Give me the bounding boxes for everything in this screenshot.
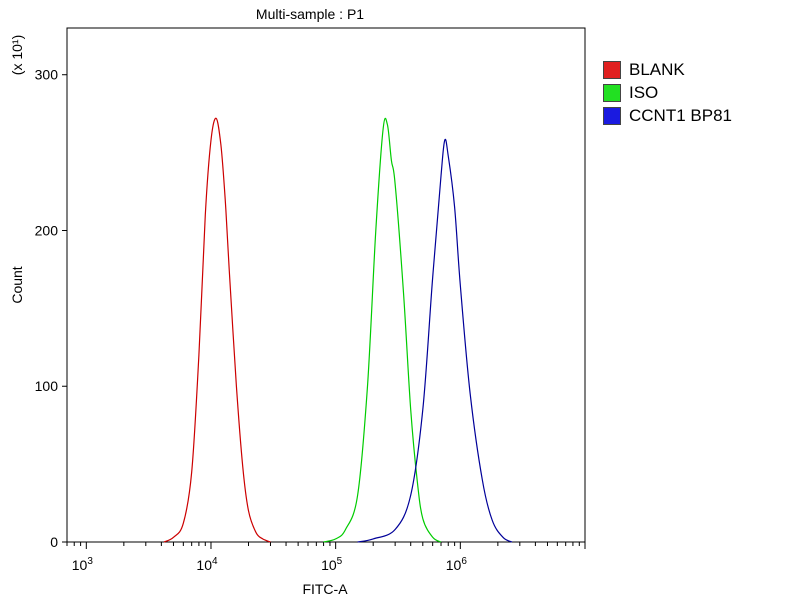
y-tick-label: 300 xyxy=(35,67,59,83)
y-axis-label: Count xyxy=(9,266,25,303)
x-axis: 103 104 105 106 xyxy=(66,542,586,573)
legend-swatch-blank xyxy=(603,60,621,79)
x-tick-label: 104 xyxy=(196,556,218,573)
legend-swatch-iso xyxy=(603,83,621,102)
series-line-blank xyxy=(163,117,271,543)
histogram-series xyxy=(163,117,513,543)
series-line-ccnt1 xyxy=(357,138,513,543)
legend-label-ccnt1: CCNT1 BP81 xyxy=(629,105,732,125)
legend-item-iso: ISO xyxy=(603,81,793,104)
x-tick-label: 103 xyxy=(72,556,94,573)
y-tick-label: 200 xyxy=(35,222,59,238)
y-tick-label: 100 xyxy=(35,378,59,394)
y-tick-label: 0 xyxy=(50,534,58,550)
legend-item-blank: BLANK xyxy=(603,58,793,81)
series-line-iso xyxy=(323,117,442,543)
plot-area-frame xyxy=(66,27,586,543)
legend-swatch-ccnt1 xyxy=(603,106,621,125)
legend: BLANK ISO CCNT1 BP81 xyxy=(603,58,793,127)
y-axis: 0 100 200 300 xyxy=(35,67,67,550)
x-axis-label: FITC-A xyxy=(302,581,348,597)
legend-item-ccnt1: CCNT1 BP81 xyxy=(603,104,793,127)
legend-label-blank: BLANK xyxy=(629,59,685,79)
legend-label-iso: ISO xyxy=(629,82,659,102)
chart-title: Multi-sample : P1 xyxy=(256,6,364,22)
x-tick-label: 106 xyxy=(446,556,468,573)
x-tick-label: 105 xyxy=(321,556,343,573)
y-multiplier-label: (x 10¹) xyxy=(9,35,25,75)
